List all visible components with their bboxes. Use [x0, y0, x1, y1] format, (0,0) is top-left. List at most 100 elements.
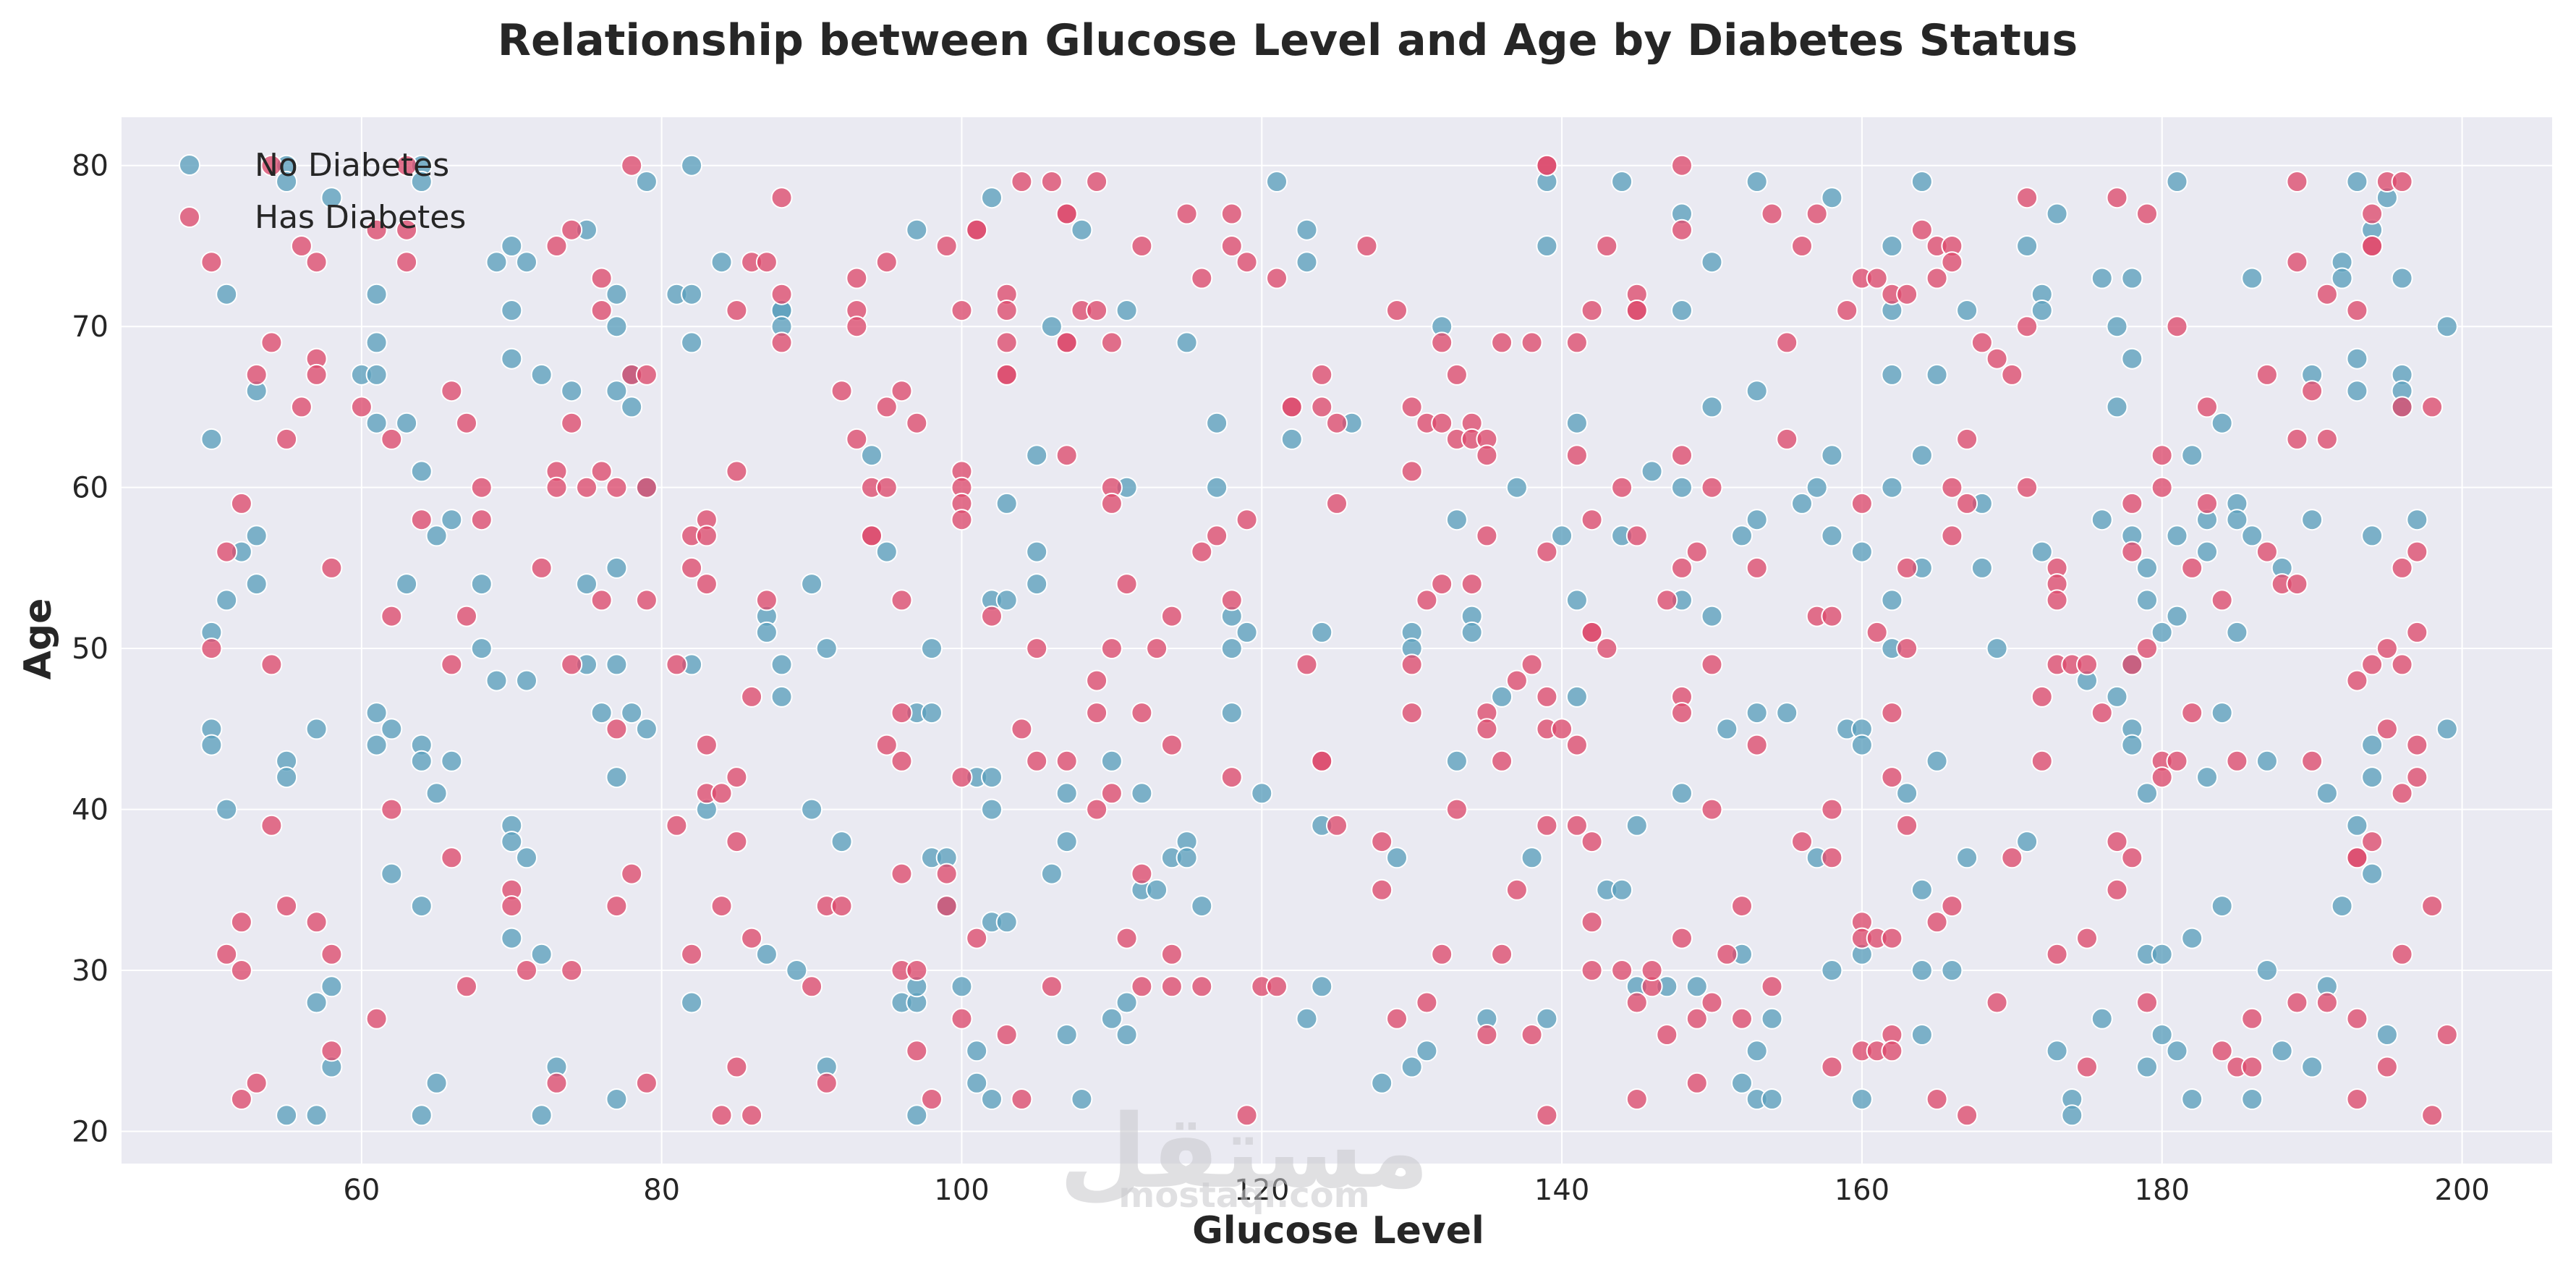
data-point — [2106, 685, 2128, 708]
data-point — [2091, 702, 2113, 724]
data-point — [921, 702, 943, 724]
data-point — [2421, 1104, 2444, 1127]
data-point — [2151, 444, 2173, 467]
data-point — [1491, 750, 1513, 772]
data-point — [441, 750, 463, 772]
data-point — [2151, 1024, 2173, 1046]
data-point — [1400, 702, 1423, 724]
data-point — [1581, 621, 1603, 643]
data-point — [1761, 1007, 1783, 1030]
data-point — [1881, 1040, 1903, 1062]
data-point — [2301, 750, 2324, 772]
data-point — [2346, 171, 2368, 192]
data-point — [1521, 1024, 1543, 1046]
data-point — [276, 895, 298, 918]
data-point — [921, 638, 943, 660]
data-point — [200, 428, 223, 450]
data-point — [2241, 1056, 2263, 1078]
data-point — [1026, 444, 1048, 467]
data-point — [2196, 766, 2218, 789]
data-point — [741, 927, 763, 949]
data-point — [710, 895, 733, 918]
data-point — [1191, 267, 1213, 289]
data-point — [2346, 300, 2368, 321]
data-point — [1086, 798, 1108, 821]
data-point — [200, 251, 223, 274]
data-point — [1881, 766, 1903, 789]
data-point — [230, 1088, 252, 1110]
data-point — [801, 573, 823, 596]
data-point — [1701, 476, 1723, 499]
data-point — [666, 814, 688, 836]
data-point — [1400, 1056, 1423, 1078]
data-point — [2181, 1088, 2203, 1110]
data-point — [906, 219, 928, 241]
data-point — [1536, 1104, 1558, 1127]
data-point — [305, 911, 328, 933]
data-point — [1956, 847, 1978, 869]
data-point — [1220, 203, 1243, 225]
data-point — [365, 283, 388, 305]
data-point — [1160, 975, 1183, 998]
data-point — [501, 927, 523, 949]
data-point — [1866, 267, 1888, 289]
data-point — [2121, 267, 2143, 289]
data-point — [981, 187, 1003, 209]
data-point — [545, 235, 568, 257]
data-point — [695, 525, 718, 547]
data-point — [1581, 960, 1603, 981]
data-point — [605, 476, 628, 499]
data-point — [1776, 428, 1798, 450]
data-point — [1296, 653, 1318, 676]
data-point — [1296, 251, 1318, 274]
y-tick-label: 40 — [72, 794, 109, 827]
data-point — [1251, 782, 1273, 805]
data-point — [2181, 927, 2203, 949]
data-point — [1521, 847, 1543, 869]
data-point — [1445, 750, 1468, 772]
data-point — [1971, 331, 1993, 354]
data-point — [425, 525, 448, 547]
data-point — [951, 766, 973, 789]
x-tick-label: 180 — [2135, 1174, 2190, 1207]
data-point — [1356, 235, 1378, 257]
legend-marker — [179, 206, 200, 228]
data-point — [681, 991, 703, 1014]
data-point — [1326, 814, 1348, 836]
data-point — [2136, 1056, 2158, 1078]
data-point — [1026, 541, 1048, 563]
data-point — [1671, 556, 1693, 579]
data-point — [1926, 911, 1948, 933]
data-point — [501, 235, 523, 257]
data-point — [1656, 1024, 1678, 1046]
data-point — [726, 766, 748, 789]
data-point — [2391, 396, 2413, 418]
data-point — [605, 653, 628, 676]
data-point — [365, 219, 388, 241]
data-point — [2016, 315, 2039, 338]
data-point — [456, 605, 477, 627]
data-point — [890, 750, 913, 772]
data-point — [516, 960, 537, 981]
data-point — [1565, 734, 1588, 756]
data-point — [1505, 476, 1528, 499]
data-point — [1956, 300, 1978, 321]
data-point — [1731, 1072, 1753, 1094]
data-point — [2061, 1104, 2083, 1127]
data-point — [441, 380, 463, 402]
data-point — [245, 573, 268, 596]
data-point — [545, 476, 568, 499]
data-point — [1115, 300, 1138, 321]
data-point — [1536, 154, 1558, 177]
data-point — [981, 1088, 1003, 1110]
data-point — [801, 798, 823, 821]
legend: No Diabetes Has Diabetes — [179, 147, 466, 236]
data-point — [501, 347, 523, 370]
data-point — [2031, 300, 2053, 321]
data-point — [2256, 960, 2278, 981]
data-point — [1746, 509, 1768, 531]
data-point — [2106, 315, 2128, 338]
data-point — [995, 1024, 1018, 1046]
data-point — [2406, 766, 2428, 789]
data-point — [2226, 621, 2248, 643]
